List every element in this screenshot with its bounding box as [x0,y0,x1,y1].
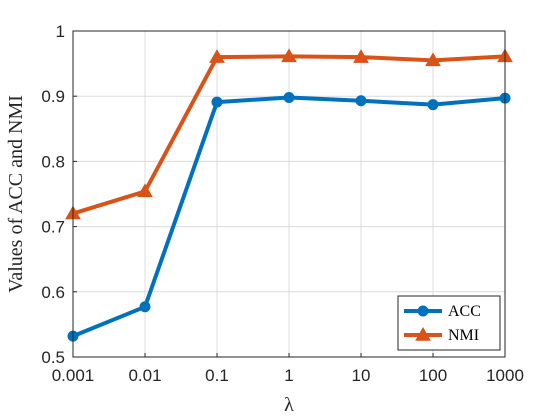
series-layer [65,48,513,342]
x-tick-label: 1000 [486,366,524,385]
y-tick-label: 0.9 [41,87,65,106]
y-axis-label: Values of ACC and NMI [5,95,27,293]
data-point-nmi [209,49,225,63]
legend-marker-nmi [415,326,431,341]
y-tick-label: 0.6 [41,283,65,302]
data-point-acc [211,96,223,108]
x-tick-labels: 0.001 0.01 0.1 1 10 100 1000 [52,353,524,385]
series-acc [67,92,511,342]
x-tick-label: 0.01 [128,366,161,385]
y-tick-label: 0.7 [41,218,65,237]
legend: ACC NMI [397,295,501,351]
legend-marker-acc [417,305,429,317]
x-tick-label: 0.1 [205,366,229,385]
x-tick-label: 1 [284,366,293,385]
data-point-acc [283,92,295,104]
x-axis-label: λ [284,394,294,416]
data-point-nmi [281,48,297,63]
x-tick-label: 100 [419,366,447,385]
data-point-acc [355,95,367,107]
series-nmi [65,48,513,220]
y-tick-labels: 0.5 0.6 0.7 0.8 0.9 1 [41,22,77,367]
y-tick-label: 0.8 [41,152,65,171]
data-point-nmi [425,52,441,67]
x-tick-label: 10 [352,366,371,385]
data-point-nmi [137,183,153,198]
y-tick-label: 0.5 [41,348,65,367]
data-point-acc [427,99,439,111]
legend-label-acc: ACC [448,303,481,320]
data-point-nmi [353,49,369,63]
y-tick-label: 1 [56,22,65,41]
legend-box [397,295,501,351]
x-tick-label: 0.001 [52,366,95,385]
legend-label-nmi: NMI [448,327,479,344]
data-point-acc [139,301,151,313]
